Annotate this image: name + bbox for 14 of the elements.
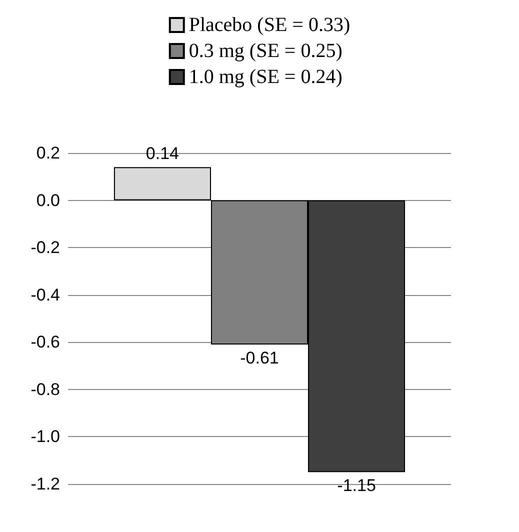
y-tick-label: -1.0 — [30, 427, 60, 446]
legend-label: 0.3 mg (SE = 0.25) — [188, 40, 342, 62]
y-tick-label: -0.8 — [30, 380, 60, 399]
data-label: -0.61 — [240, 348, 279, 368]
y-tick-label: -0.4 — [30, 285, 60, 304]
data-label: 0.14 — [146, 144, 180, 164]
y-tick-label: 0.0 — [36, 190, 60, 210]
y-tick-label: 0.2 — [36, 144, 60, 162]
y-tick-label: -0.2 — [30, 238, 60, 258]
legend-label: 1.0 mg (SE = 0.24) — [188, 66, 342, 88]
y-tick-label: -0.6 — [30, 332, 60, 352]
y-tick-label: -1.2 — [30, 474, 60, 494]
legend-label: Placebo (SE = 0.33) — [188, 14, 350, 36]
data-label: -1.15 — [337, 476, 376, 496]
